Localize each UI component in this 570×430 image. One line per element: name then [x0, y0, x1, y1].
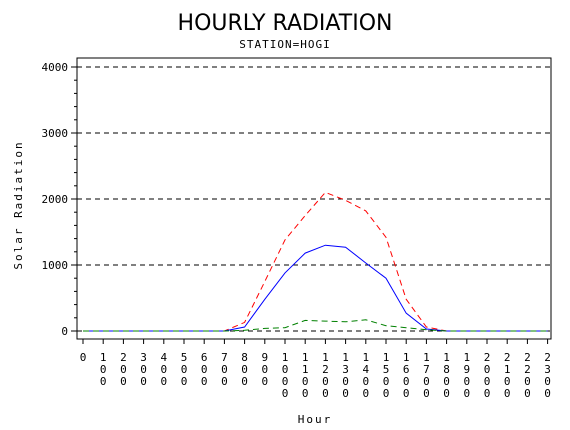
y-tick-label: 4000 [42, 61, 69, 74]
plot-frame [76, 57, 552, 340]
y-tick-label: 2000 [42, 193, 69, 206]
grid-lines [77, 66, 551, 332]
x-axis-label: Hour [298, 413, 333, 426]
chart-subtitle: STATION=HOGI [239, 38, 330, 51]
series-line-1 [83, 191, 548, 332]
y-axis-label: Solar Radiation [12, 140, 25, 269]
x-axis-ticks: 0 1 0 0 2 0 0 3 0 0 4 0 0 5 0 0 6 0 0 7 0 0 8 0 0 9 0 0 1 0 0 0 1 1 0 0 1 2 0 0… [80, 339, 551, 400]
series-line-3 [83, 319, 548, 332]
chart-title: HOURLY RADIATION [178, 11, 393, 36]
y-tick-label: 0 [61, 325, 68, 338]
series-line-2 [83, 244, 548, 332]
y-tick-label: 1000 [42, 259, 69, 272]
y-tick-label: 3000 [42, 127, 69, 140]
x-tick-label: 0 [80, 351, 87, 364]
y-axis-ticks: 0 1000 2000 3000 4000 [42, 61, 77, 338]
series-lines [83, 191, 548, 332]
